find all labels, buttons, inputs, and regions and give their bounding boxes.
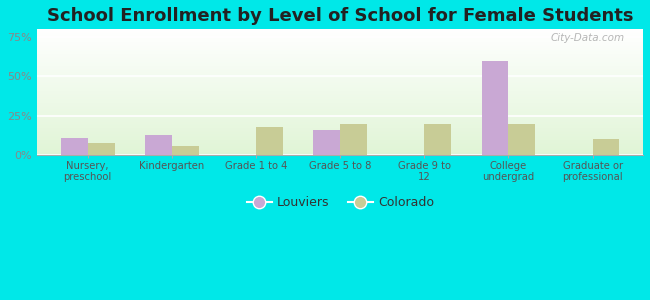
Bar (482, 61, 508, 155)
Bar (61, 138, 88, 155)
Legend: Louviers, Colorado: Louviers, Colorado (242, 191, 439, 214)
Bar (172, 146, 199, 155)
Bar (145, 135, 172, 155)
Bar (340, 124, 367, 155)
Text: City-Data.com: City-Data.com (551, 33, 625, 43)
Title: School Enrollment by Level of School for Female Students: School Enrollment by Level of School for… (47, 7, 633, 25)
Bar (313, 130, 340, 155)
Bar (424, 124, 451, 155)
Bar (593, 140, 619, 155)
Bar (256, 127, 283, 155)
Bar (88, 142, 114, 155)
Bar (508, 124, 536, 155)
